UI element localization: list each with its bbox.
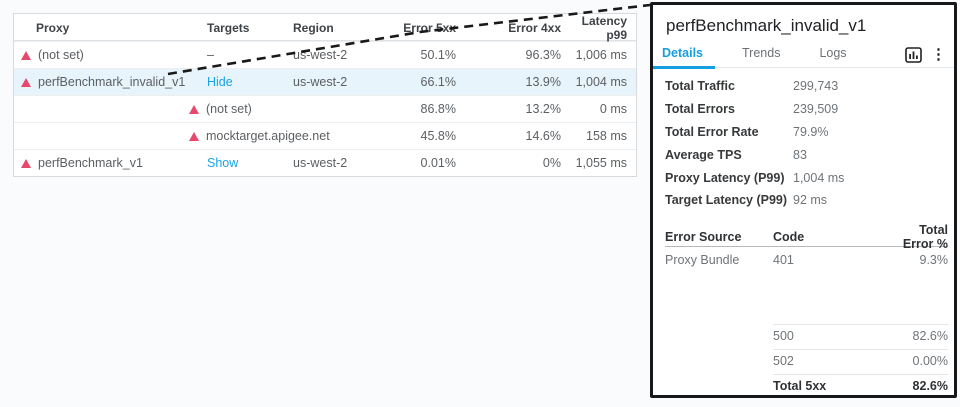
warning-icon: [21, 158, 31, 168]
error-code-cell: 502: [773, 354, 794, 369]
kebab-menu-icon[interactable]: ⋮: [931, 45, 946, 63]
proxy-name: perfBenchmark_v1: [38, 156, 143, 170]
col-header-targets: Targets: [207, 21, 250, 35]
col-header-error5xx: Error 5xx: [403, 21, 456, 35]
target-row-mocktarget[interactable]: mocktarget.apigee.net 45.8% 14.6% 158 ms: [14, 122, 636, 149]
chart-icon[interactable]: [904, 46, 922, 63]
proxy-row-not-set[interactable]: (not set) – us-west-2 50.1% 96.3% 1,006 …: [14, 41, 636, 68]
proxy-table-header: Proxy Targets Region Error 5xx Error 4xx…: [14, 14, 636, 42]
latency-cell: 1,004 ms: [575, 75, 627, 89]
metric-target-latency: Target Latency (P99) 92 ms: [653, 189, 954, 212]
region-cell: us-west-2: [293, 75, 348, 89]
error-code-cell: Total 5xx: [773, 379, 827, 394]
target-name: (not set): [206, 102, 252, 116]
error5xx-cell: 50.1%: [420, 48, 456, 62]
error-pct-cell: 82.6%: [912, 329, 948, 344]
target-row-not-set[interactable]: (not set) 86.8% 13.2% 0 ms: [14, 95, 636, 122]
latency-cell: 1,006 ms: [575, 48, 627, 62]
error4xx-cell: 96.3%: [525, 48, 561, 62]
col-header-proxy: Proxy: [36, 21, 70, 35]
show-targets-link[interactable]: Show: [207, 156, 239, 170]
hide-targets-link[interactable]: Hide: [207, 75, 233, 89]
metric-label: Total Error Rate: [665, 124, 759, 139]
proxy-name: perfBenchmark_invalid_v1: [38, 75, 186, 89]
metric-proxy-latency: Proxy Latency (P99) 1,004 ms: [653, 166, 954, 189]
metric-value: 79.9%: [793, 124, 829, 139]
col-header-region: Region: [293, 21, 334, 35]
warning-icon: [189, 104, 199, 114]
warning-icon: [21, 50, 31, 60]
error-row-500: 500 82.6%: [665, 323, 948, 349]
error-pct-cell: 9.3%: [919, 252, 949, 267]
metric-value: 83: [793, 147, 807, 162]
col-header-total-error-pct: Total Error %: [902, 222, 948, 251]
region-cell: us-west-2: [293, 48, 348, 62]
latency-cell: 1,055 ms: [575, 156, 627, 170]
metric-value: 1,004 ms: [793, 170, 845, 185]
warning-icon: [189, 131, 199, 141]
metric-value: 92 ms: [793, 193, 828, 208]
error-pct-cell: 82.6%: [912, 379, 948, 394]
metric-total-traffic: Total Traffic 299,743: [653, 75, 954, 98]
error-table-gap: [665, 273, 948, 324]
proxy-row-perfbenchmark-v1[interactable]: perfBenchmark_v1 Show us-west-2 0.01% 0%…: [14, 149, 636, 176]
metric-label: Average TPS: [665, 147, 742, 162]
error-code-cell: 500: [773, 329, 794, 344]
detail-panel: perfBenchmark_invalid_v1 Details Trends …: [650, 2, 957, 398]
region-cell: us-west-2: [293, 156, 348, 170]
error4xx-cell: 13.9%: [525, 75, 561, 89]
error-breakdown-table: Error Source Code Total Error % Proxy Bu…: [653, 223, 954, 399]
error4xx-cell: 13.2%: [525, 102, 561, 116]
error4xx-cell: 14.6%: [525, 129, 561, 143]
targets-cell: –: [207, 48, 214, 62]
proxy-table: Proxy Targets Region Error 5xx Error 4xx…: [13, 13, 637, 177]
metric-label: Target Latency (P99): [665, 193, 788, 208]
error-row-401: Proxy Bundle 401 9.3%: [665, 247, 948, 273]
metric-total-error-rate: Total Error Rate 79.9%: [653, 121, 954, 144]
col-header-error4xx: Error 4xx: [508, 21, 561, 35]
metric-total-errors: Total Errors 239,509: [653, 98, 954, 121]
tab-details[interactable]: Details: [653, 41, 715, 69]
col-header-code: Code: [773, 229, 805, 244]
metric-label: Total Traffic: [665, 79, 735, 94]
metric-label: Total Errors: [665, 102, 735, 117]
error5xx-cell: 45.8%: [420, 129, 456, 143]
tab-bar: Details Trends Logs ⋮: [653, 41, 954, 69]
error-table-header: Error Source Code Total Error %: [665, 223, 948, 251]
latency-cell: 0 ms: [599, 102, 627, 116]
tab-trends[interactable]: Trends: [742, 46, 781, 60]
error-code-cell: 401: [773, 252, 794, 267]
error-row-total-5xx: Total 5xx 82.6%: [665, 373, 948, 399]
metric-label: Proxy Latency (P99): [665, 170, 785, 185]
error4xx-cell: 0%: [542, 156, 561, 170]
error-pct-cell: 0.00%: [912, 354, 948, 369]
target-name: mocktarget.apigee.net: [206, 129, 330, 143]
error5xx-cell: 86.8%: [420, 102, 456, 116]
error-row-502: 502 0.00%: [665, 348, 948, 374]
metric-average-tps: Average TPS 83: [653, 143, 954, 166]
col-header-latency-p99: Latency p99: [581, 14, 627, 42]
panel-title: perfBenchmark_invalid_v1: [666, 16, 867, 35]
error5xx-cell: 66.1%: [420, 75, 456, 89]
col-header-error-source: Error Source: [665, 229, 742, 244]
error5xx-cell: 0.01%: [420, 156, 456, 170]
error-source-cell: Proxy Bundle: [665, 252, 740, 267]
metric-value: 299,743: [793, 79, 839, 94]
latency-cell: 158 ms: [586, 129, 627, 143]
proxy-row-perfbenchmark-invalid-v1[interactable]: perfBenchmark_invalid_v1 Hide us-west-2 …: [14, 68, 636, 95]
proxy-name: (not set): [38, 48, 84, 62]
warning-icon: [21, 77, 31, 87]
metric-value: 239,509: [793, 102, 839, 117]
metrics-list: Total Traffic 299,743 Total Errors 239,5…: [653, 75, 954, 212]
tab-logs[interactable]: Logs: [819, 46, 847, 60]
